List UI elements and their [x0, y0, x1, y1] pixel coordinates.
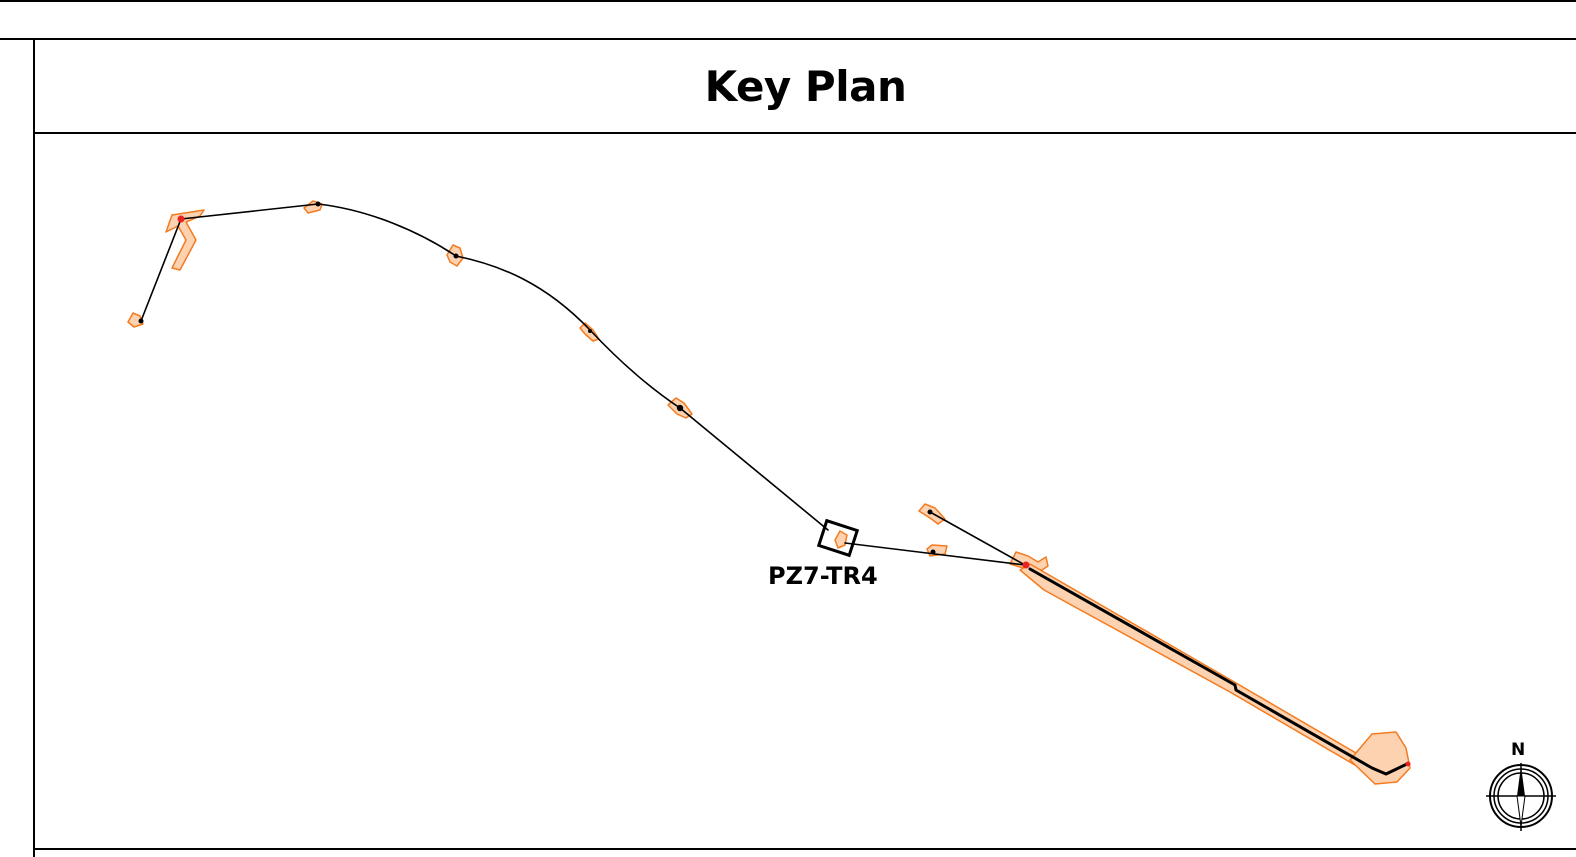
marker-northwest — [177, 215, 185, 223]
route-northeast-spur — [929, 511, 1026, 566]
node-bend-2 — [588, 329, 592, 333]
node-diagonal — [676, 404, 684, 412]
sheet-top-border — [0, 0, 1576, 2]
route-corridor-main — [1028, 567, 1409, 776]
red-markers — [177, 215, 1411, 767]
panel-bottom-border — [33, 848, 1576, 850]
marker-east-end — [1405, 761, 1411, 767]
node-bend-1 — [453, 253, 459, 259]
work-area-east-end — [1349, 731, 1411, 785]
title-divider — [33, 132, 1576, 134]
route-lines — [140, 203, 1409, 776]
pz7-tr4-label: PZ7-TR4 — [768, 562, 878, 590]
route-north-segment — [180, 203, 319, 220]
route-curve — [317, 203, 681, 409]
work-areas — [127, 200, 1411, 785]
route-nodes — [138, 201, 936, 555]
node-spur-mid — [930, 549, 936, 555]
north-label: N — [1511, 740, 1526, 760]
node-west-end — [138, 318, 144, 324]
route-diagonal — [679, 407, 829, 531]
key-plan-title: Key Plan — [704, 61, 907, 111]
route-west-spur — [140, 218, 182, 322]
pz7-tr4-callout-box — [816, 518, 860, 558]
header-band-border — [0, 38, 1576, 40]
node-spur-north — [927, 509, 933, 515]
panel-left-border — [33, 38, 35, 857]
marker-junction — [1022, 561, 1030, 569]
route-to-junction — [844, 542, 1026, 566]
node-north — [315, 201, 321, 207]
work-area-northwest-corner — [165, 209, 205, 271]
work-area-pz7-tr4 — [834, 530, 848, 549]
north-arrow-icon — [1486, 763, 1556, 831]
